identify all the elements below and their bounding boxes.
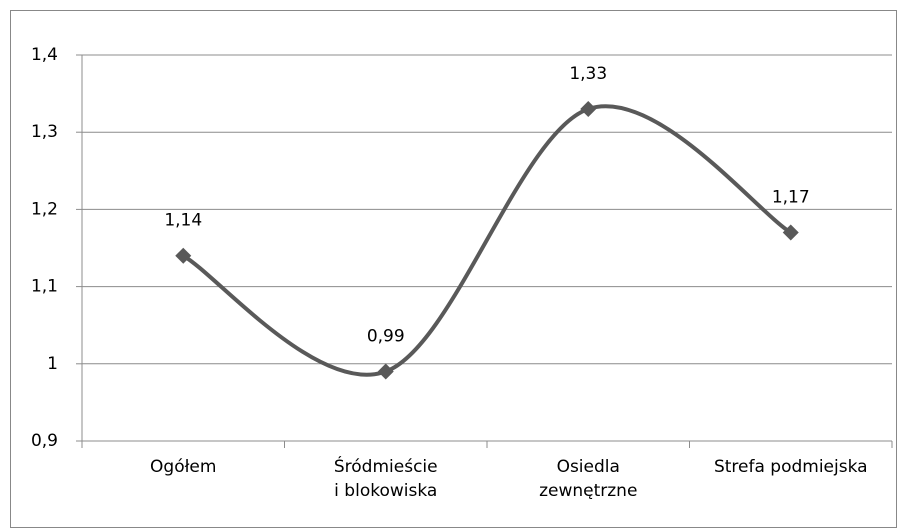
- marker: [782, 224, 799, 241]
- line: [182, 104, 792, 377]
- y-tick-label: 1,2: [31, 199, 58, 219]
- y-tick-label: 0,9: [31, 431, 58, 451]
- y-tick-label: 1: [47, 354, 58, 374]
- x-tick-label: Strefa podmiejska: [713, 457, 868, 477]
- data-label: 1,33: [569, 64, 607, 84]
- data-label: 1,17: [772, 188, 810, 208]
- chart-border: [10, 10, 897, 528]
- x-tick-label: Ogółem: [150, 457, 217, 477]
- marker: [580, 101, 597, 118]
- y-tick-label: 1,1: [31, 277, 58, 297]
- data-label: 0,99: [367, 327, 405, 347]
- data-label: 1,14: [164, 211, 202, 231]
- x-tick-label: Śródmieście i blokowiska: [333, 457, 438, 501]
- marker: [377, 363, 394, 380]
- marker: [175, 247, 192, 264]
- y-tick-label: 1,4: [31, 45, 58, 65]
- y-tick-label: 1,3: [31, 122, 58, 142]
- x-tick-label: Osiedla zewnętrzne: [539, 457, 638, 501]
